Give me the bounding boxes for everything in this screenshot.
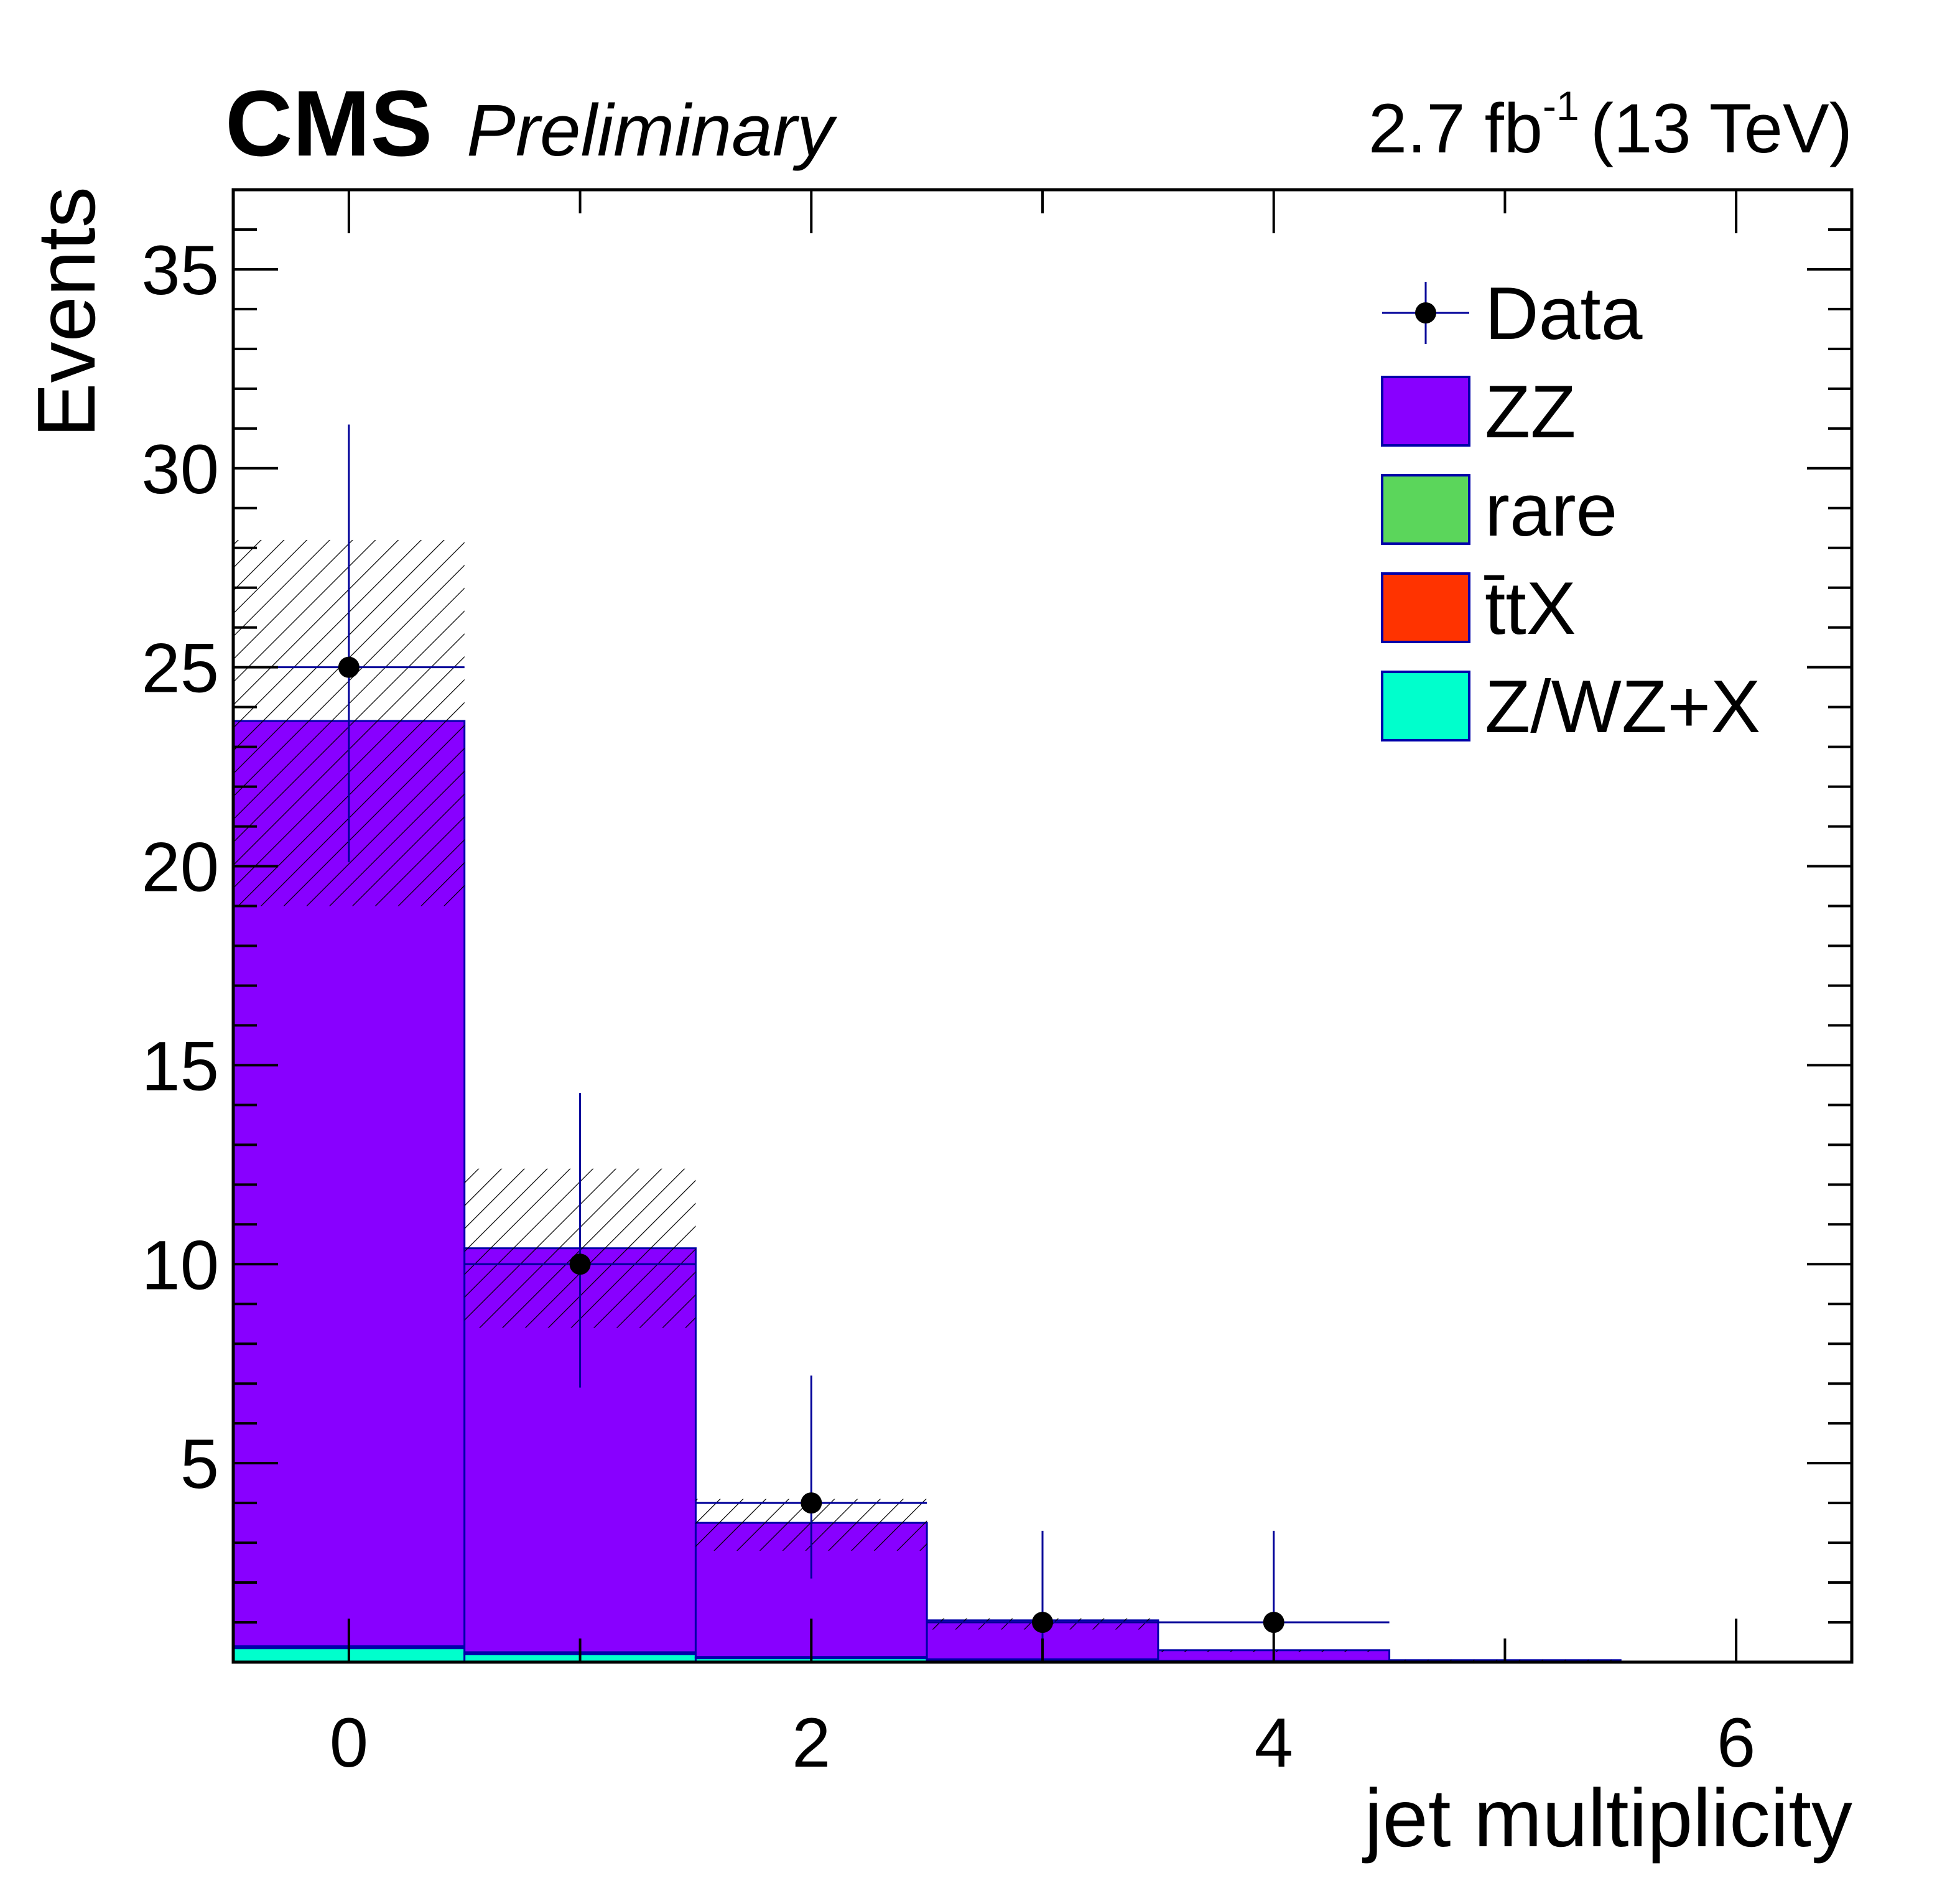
- y-tick-label-5: 5: [180, 1425, 219, 1503]
- energy-label: (13 TeV): [1591, 90, 1852, 167]
- x-axis-title: jet multiplicity: [1362, 1772, 1852, 1864]
- y-tick-label-30: 30: [141, 430, 219, 508]
- legend-label-zz: ZZ: [1485, 370, 1576, 453]
- legend-swatch-z-wz-x: [1381, 671, 1470, 741]
- legend-label-rare: rare: [1485, 468, 1617, 552]
- tick-labels: 0 2 4 6 5 10 15 20 25 30 35: [141, 231, 1755, 1782]
- legend-swatch-rare: [1381, 474, 1470, 545]
- lumi-exponent: -1: [1543, 83, 1579, 129]
- legend-label-data: Data: [1485, 272, 1643, 355]
- axis-ticks: [233, 188, 1852, 1662]
- data-point-1: [569, 1253, 591, 1275]
- x-tick-label-0: 0: [330, 1704, 368, 1782]
- x-tick-label-4: 4: [1255, 1704, 1293, 1782]
- legend-swatch-t-tx: [1381, 572, 1470, 643]
- legend: Data ZZ rare t̄tX Z/WZ+X: [1381, 272, 1760, 748]
- plot-frame: [231, 188, 1854, 1664]
- legend-label-z-wz-x: Z/WZ+X: [1485, 665, 1760, 748]
- legend-swatch-zz: [1381, 376, 1470, 447]
- data-point-0: [338, 656, 360, 678]
- y-tick-label-25: 25: [141, 630, 219, 707]
- y-tick-label-15: 15: [141, 1027, 219, 1105]
- data-point-2: [801, 1492, 822, 1514]
- status-label: Preliminary: [467, 90, 837, 172]
- y-tick-label-35: 35: [141, 231, 219, 309]
- x-tick-label-6: 6: [1717, 1704, 1755, 1782]
- y-tick-label-20: 20: [141, 829, 219, 906]
- legend-marker-data: [1415, 302, 1436, 323]
- data-point-3: [1032, 1612, 1053, 1634]
- y-tick-label-10: 10: [141, 1226, 219, 1304]
- lumi-label: 2.7 fb-1 (13 TeV): [1368, 83, 1852, 167]
- y-axis-title: Events: [21, 187, 112, 438]
- experiment-label: CMS: [225, 71, 432, 175]
- x-tick-label-2: 2: [792, 1704, 830, 1782]
- legend-label-t-tx: t̄tX: [1484, 567, 1576, 650]
- lumi-value: 2.7 fb: [1368, 90, 1543, 167]
